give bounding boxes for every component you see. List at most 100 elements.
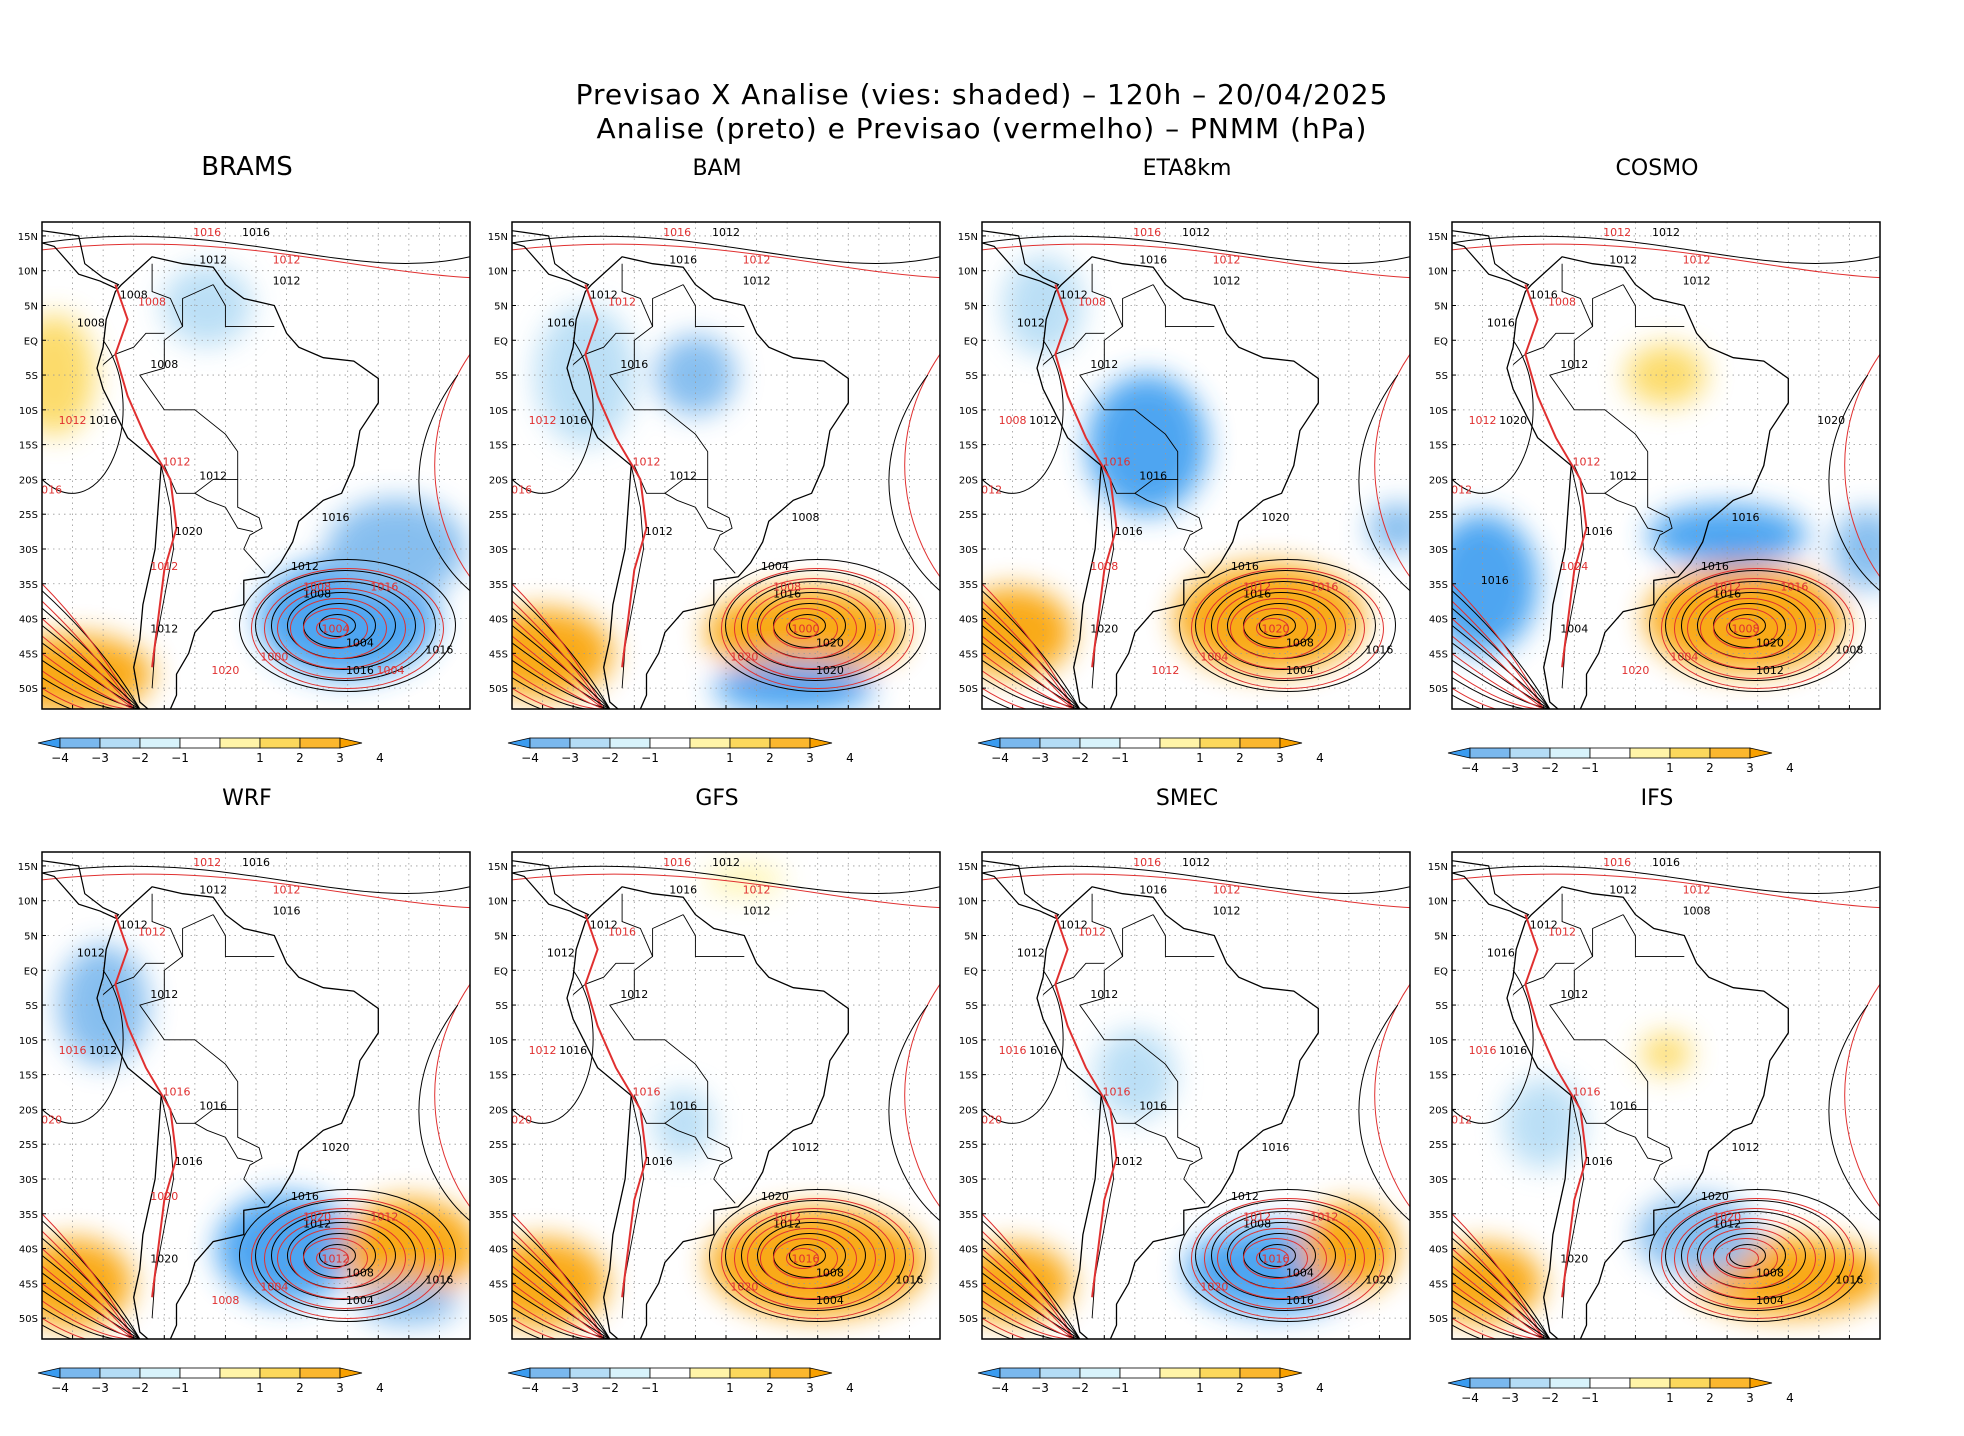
analysis-isobar-label: 1016 — [199, 1099, 227, 1112]
colorbar-tick-label: −3 — [1031, 1381, 1049, 1395]
model-panel-gfs: GFS 1012 1016 1012 1012 1012 1012 1016 1016 1016 1… — [482, 782, 952, 1395]
analysis-isobar-label: 1012 — [1713, 1218, 1741, 1231]
forecast-isobar-label: 1012 — [1683, 254, 1711, 267]
forecast-isobar-label: 1016 — [1603, 856, 1631, 869]
analysis-isobar-label: 1012 — [1060, 289, 1088, 302]
latitude-tick-label: 15S — [19, 441, 38, 452]
colorbar-tick-label: −1 — [641, 751, 659, 765]
panel-title: WRF — [222, 786, 272, 811]
analysis-isobar-label: 1008 — [1756, 1266, 1784, 1279]
analysis-isobar-label: 1016 — [291, 1190, 319, 1203]
latitude-tick-label: 20S — [959, 475, 978, 486]
latitude-tick-label: 15N — [1428, 232, 1448, 243]
forecast-isobar-label: 1012 — [193, 856, 221, 869]
analysis-isobar-label: 1008 — [150, 358, 178, 371]
colorbar-segment — [609, 737, 651, 749]
forecast-isobar-label: 1016 — [163, 1086, 191, 1099]
colorbar-segment — [1549, 1377, 1591, 1389]
analysis-isobar-label: 1016 — [1652, 856, 1680, 869]
forecast-isobar-label: 1016 — [1310, 581, 1338, 594]
colorbar-segment — [1469, 1377, 1511, 1389]
forecast-isobar-label: 1000 — [260, 650, 288, 663]
analysis-isobar-label: 1012 — [199, 254, 227, 267]
colorbar-tick-label: 1 — [726, 751, 734, 765]
forecast-isobar-label: 1020 — [303, 1211, 331, 1224]
colorbar-tick-label: −4 — [51, 751, 69, 765]
colorbar-tick-label: −3 — [91, 1381, 109, 1395]
colorbar-segment — [1119, 1367, 1161, 1379]
latitude-tick-label: 15N — [488, 862, 508, 873]
colorbar-segment — [219, 1367, 261, 1379]
analysis-isobar-label: 1020 — [1365, 1273, 1393, 1286]
forecast-isobar-label: 1012 — [633, 456, 661, 469]
analysis-isobar-label: 1012 — [743, 905, 771, 918]
colorbar-segment — [219, 737, 261, 749]
colorbar-segment — [1239, 1367, 1281, 1379]
colorbar-segment — [1159, 1367, 1201, 1379]
latitude-tick-label: 20S — [19, 1105, 38, 1116]
colorbar-tick-label: 3 — [806, 751, 814, 765]
colorbar-tick-label: −1 — [1581, 761, 1599, 775]
analysis-isobar-label: 1004 — [1560, 622, 1588, 635]
colorbar-tick-label: 4 — [1316, 1381, 1324, 1395]
analysis-isobar-label: 1016 — [895, 1273, 923, 1286]
colorbar-tick-label: −1 — [1581, 1391, 1599, 1405]
forecast-isobar-label: 1012 — [59, 414, 87, 427]
analysis-isobar-label: 1016 — [273, 905, 301, 918]
latitude-tick-label: 40S — [489, 615, 508, 626]
colorbar-segment — [1039, 737, 1081, 749]
bias-shading — [1647, 505, 1808, 566]
latitude-tick-label: 35S — [19, 580, 38, 591]
latitude-tick-label: 20S — [489, 475, 508, 486]
analysis-isobar-label: 1020 — [175, 525, 203, 538]
forecast-isobar-label: 1012 — [1444, 483, 1472, 496]
forecast-isobar-label: 1012 — [273, 884, 301, 897]
analysis-isobar-label: 1012 — [743, 275, 771, 288]
latitude-tick-label: 10S — [489, 406, 508, 417]
analysis-isobar-label: 1016 — [559, 1044, 587, 1057]
analysis-isobar-label: 1016 — [1286, 1294, 1314, 1307]
figure-title-line-2: Analise (preto) e Previsao (vermelho) – … — [596, 112, 1368, 145]
analysis-isobar-label: 1016 — [425, 643, 453, 656]
forecast-isobar-label: 1016 — [1261, 1252, 1289, 1265]
analysis-isobar-label: 1020 — [1261, 511, 1289, 524]
forecast-isobar-label: 1000 — [791, 622, 819, 635]
analysis-isobar-label: 1020 — [321, 1141, 349, 1154]
latitude-tick-label: 15S — [959, 441, 978, 452]
analysis-isobar-label: 1004 — [761, 560, 789, 573]
colorbar-segment — [769, 1367, 811, 1379]
forecast-isobar-label: 1008 — [303, 581, 331, 594]
pressure-map: 1012101610121012101210121016101610161012… — [488, 851, 941, 1340]
analysis-isobar-label: 1008 — [1243, 1218, 1271, 1231]
colorbar-tick-label: 2 — [1706, 761, 1714, 775]
analysis-isobar-label: 1012 — [1090, 358, 1118, 371]
forecast-isobar-label: 1020 — [34, 1113, 62, 1126]
colorbar-segment — [1469, 747, 1511, 759]
forecast-isobar-label: 1016 — [633, 1086, 661, 1099]
latitude-tick-label: 25S — [1429, 510, 1448, 521]
forecast-isobar-label: 1008 — [1078, 295, 1106, 308]
analysis-isobar-label: 1012 — [199, 469, 227, 482]
forecast-isobar-label: 1012 — [1603, 226, 1631, 239]
colorbar-tick-label: −4 — [51, 1381, 69, 1395]
analysis-isobar-label: 1012 — [1017, 316, 1045, 329]
forecast-isobar-label: 1012 — [1078, 925, 1106, 938]
colorbar-tick-label: 2 — [1236, 1381, 1244, 1395]
analysis-isobar-label: 1012 — [773, 1218, 801, 1231]
analysis-isobar-label: 1020 — [816, 664, 844, 677]
forecast-isobar-label: 1012 — [321, 1252, 349, 1265]
latitude-tick-label: 50S — [19, 1314, 38, 1325]
analysis-isobar-label: 1020 — [1560, 1252, 1588, 1265]
colorbar-tick-label: −4 — [1461, 1391, 1479, 1405]
analysis-isobar-label: 1004 — [346, 636, 374, 649]
forecast-isobar-label: 1016 — [1469, 1044, 1497, 1057]
colorbar-tick-label: −2 — [601, 1381, 619, 1395]
forecast-isobar-label: 1012 — [273, 254, 301, 267]
analysis-isobar-label: 1016 — [346, 664, 374, 677]
analysis-isobar-label: 1016 — [321, 511, 349, 524]
latitude-tick-label: 5S — [25, 1001, 38, 1012]
analysis-isobar-label: 1016 — [1139, 884, 1167, 897]
colorbar-tick-label: −1 — [1111, 1381, 1129, 1395]
latitude-tick-label: 50S — [1429, 1314, 1448, 1325]
analysis-isobar-label: 1012 — [150, 988, 178, 1001]
